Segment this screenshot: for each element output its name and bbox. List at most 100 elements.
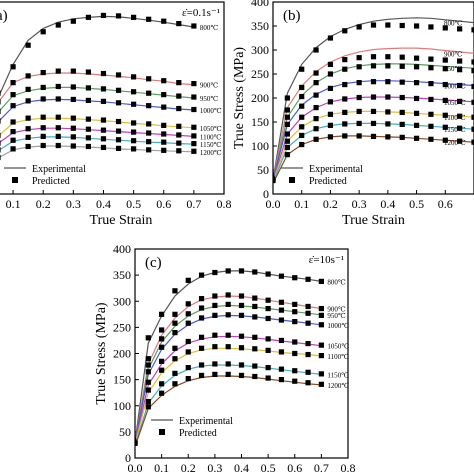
x-tick-label: 0.3 [66, 197, 81, 211]
predicted-point [40, 84, 46, 91]
predicted-point [342, 57, 348, 63]
predicted-point [370, 133, 377, 139]
predicted-point [10, 119, 16, 125]
predicted-point [161, 122, 167, 128]
predicted-point [356, 80, 362, 86]
predicted-point [442, 57, 448, 63]
predicted-point [115, 13, 122, 19]
predicted-point [318, 381, 324, 387]
predicted-point [191, 23, 197, 29]
predicted-point [85, 69, 91, 75]
predicted-point [10, 64, 16, 70]
predicted-point [442, 112, 448, 118]
y-tick-label: 100 [113, 399, 131, 413]
predicted-point [318, 278, 324, 284]
predicted-point [238, 293, 245, 299]
y-tick-label: 400 [251, 0, 269, 9]
legend-marker-swatch [12, 177, 18, 183]
predicted-point [471, 99, 474, 105]
predicted-point [299, 93, 305, 100]
predicted-point [327, 134, 334, 140]
predicted-point [238, 333, 245, 339]
predicted-point [185, 311, 191, 317]
y-tick-label: 150 [251, 115, 269, 129]
predicted-point [292, 309, 298, 315]
predicted-point [131, 138, 137, 144]
y-tick-label: 100 [251, 139, 269, 153]
plot-area [135, 268, 324, 447]
series-label: 1050℃ [200, 125, 222, 133]
predicted-point [238, 362, 245, 368]
series-label: 1150℃ [444, 126, 466, 134]
predicted-point [356, 108, 362, 115]
predicted-point [428, 136, 434, 142]
predicted-point [131, 129, 137, 135]
legend-label-predicted: Predicted [179, 428, 217, 439]
predicted-point [185, 349, 191, 355]
predicted-point [145, 335, 151, 341]
predicted-point [191, 141, 197, 147]
predicted-point [55, 83, 61, 90]
predicted-point [176, 148, 182, 154]
x-tick-label: 0.1 [154, 461, 169, 474]
predicted-point [85, 97, 91, 103]
x-tick-label: 0.2 [323, 197, 338, 211]
predicted-point [100, 86, 107, 92]
legend-label-predicted: Predicted [309, 176, 347, 187]
predicted-point [161, 147, 167, 153]
y-tick-label: 200 [251, 91, 269, 105]
x-axis-label: True Strain [342, 213, 405, 228]
predicted-point [413, 23, 420, 29]
predicted-point [252, 363, 258, 369]
predicted-point [278, 317, 285, 323]
predicted-point [327, 85, 334, 91]
predicted-point [100, 98, 107, 104]
x-tick-label: 0.0 [128, 461, 143, 474]
predicted-point [115, 87, 122, 93]
predicted-point [176, 21, 182, 27]
predicted-point [356, 120, 362, 127]
predicted-point [471, 59, 474, 65]
x-tick-label: 0.6 [156, 197, 171, 211]
series-label: 1150℃ [327, 371, 349, 379]
x-tick-label: 0.5 [261, 461, 276, 474]
y-tick-label: 50 [119, 425, 131, 439]
y-tick-label: 400 [113, 242, 131, 256]
predicted-point [342, 81, 348, 88]
predicted-point [428, 56, 434, 62]
predicted-point [327, 61, 334, 67]
predicted-point [413, 64, 420, 70]
series-label: 800℃ [200, 24, 219, 32]
predicted-point [265, 375, 271, 381]
predicted-point [70, 125, 76, 131]
predicted-point [55, 114, 61, 120]
predicted-point [284, 121, 290, 127]
x-tick-label: 0.7 [314, 461, 329, 474]
predicted-point [305, 351, 311, 358]
predicted-point [131, 89, 137, 95]
predicted-point [399, 134, 405, 140]
predicted-point [313, 126, 319, 132]
y-tick-label: 0 [125, 451, 131, 465]
x-tick-label: 0.5 [409, 197, 424, 211]
predicted-point [428, 123, 434, 129]
predicted-point [212, 361, 218, 367]
predicted-point [385, 63, 391, 69]
predicted-point [370, 108, 377, 115]
predicted-point [10, 129, 16, 135]
predicted-point [413, 80, 420, 86]
predicted-point [55, 142, 61, 149]
x-tick-label: 0.4 [96, 197, 111, 211]
predicted-point [457, 82, 463, 89]
predicted-point [327, 99, 334, 105]
predicted-point [25, 134, 31, 140]
predicted-point [0, 118, 1, 124]
predicted-point [442, 81, 448, 88]
predicted-point [198, 315, 205, 321]
predicted-point [370, 79, 377, 85]
predicted-point [176, 132, 182, 138]
predicted-point [278, 307, 285, 313]
predicted-point [85, 85, 91, 91]
predicted-point [100, 127, 107, 133]
predicted-point [70, 96, 76, 103]
